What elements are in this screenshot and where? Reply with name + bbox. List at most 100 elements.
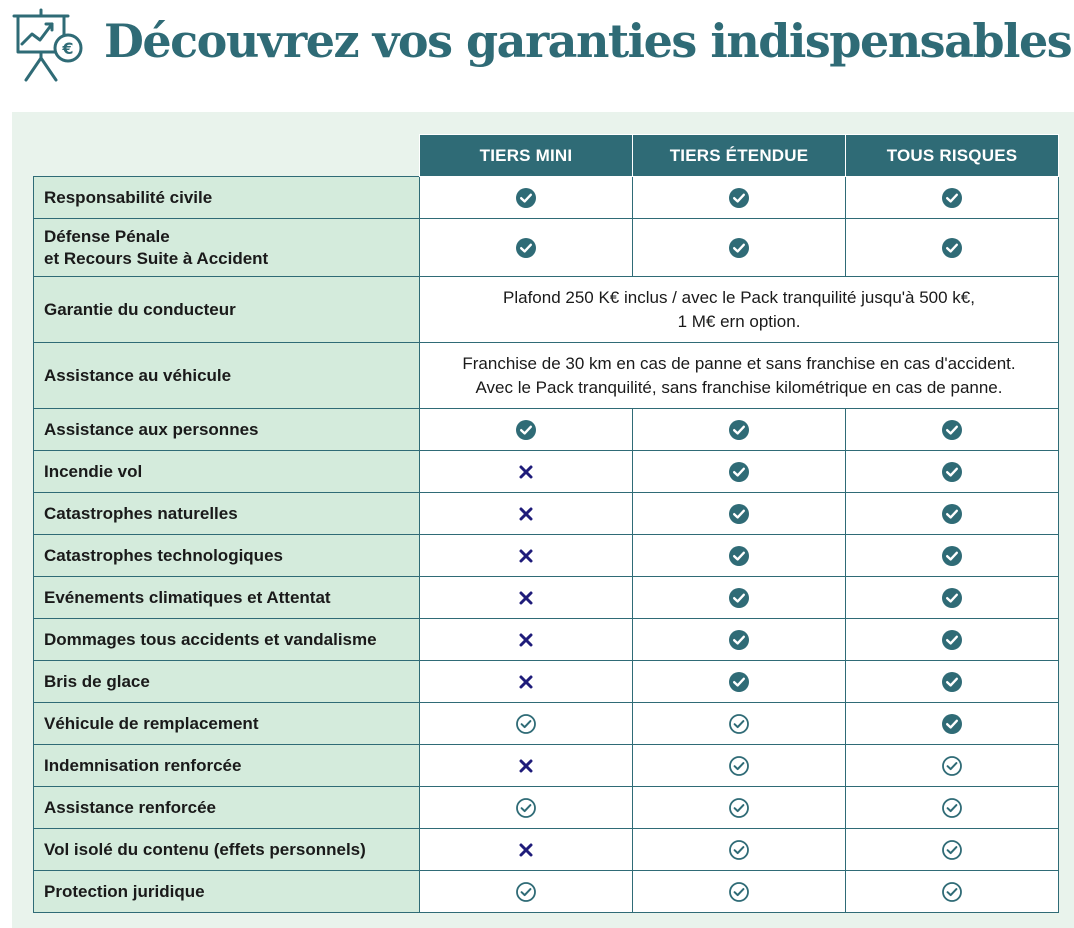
row-label-line: et Recours Suite à Accident — [44, 248, 269, 268]
row-label-line: Assistance renforcée — [44, 797, 216, 817]
check-outline-icon — [728, 797, 750, 819]
check-outline-icon — [941, 839, 963, 861]
cross-icon — [517, 757, 535, 775]
coverage-cell — [845, 534, 1059, 577]
check-filled-icon — [941, 545, 963, 567]
coverage-cell — [419, 870, 633, 913]
table-row: Bris de glace — [33, 660, 1059, 703]
check-filled-icon — [941, 713, 963, 735]
check-outline-icon — [728, 839, 750, 861]
check-filled-icon — [728, 419, 750, 441]
row-label: Evénements climatiques et Attentat — [33, 576, 420, 619]
table-corner — [34, 135, 420, 177]
row-label: Dommages tous accidents et vandalisme — [33, 618, 420, 661]
column-header-tiers-etendue: TIERS ÉTENDUE — [632, 134, 846, 177]
merged-note-cell: Franchise de 30 km en cas de panne et sa… — [419, 342, 1059, 409]
coverage-cell — [632, 870, 846, 913]
row-label-line: Garantie du conducteur — [44, 299, 236, 319]
cross-icon — [517, 505, 535, 523]
table-row: Vol isolé du contenu (effets personnels) — [33, 828, 1059, 871]
check-filled-icon — [941, 671, 963, 693]
table-row: Indemnisation renforcée — [33, 744, 1059, 787]
column-header-tiers-mini: TIERS MINI — [419, 134, 633, 177]
check-outline-icon — [515, 881, 537, 903]
table-row: Assistance au véhicule Franchise de 30 km… — [33, 342, 1059, 409]
coverage-cell — [419, 660, 633, 703]
svg-text:€: € — [61, 39, 73, 58]
table-header-row: TIERS MINI TIERS ÉTENDUE TOUS RISQUES — [34, 134, 1059, 177]
coverage-cell — [632, 218, 846, 277]
check-filled-icon — [515, 419, 537, 441]
check-filled-icon — [941, 419, 963, 441]
page-title: Découvrez vos garanties indispensables — [104, 14, 1073, 68]
row-label-line: Responsabilité civile — [44, 187, 213, 207]
check-filled-icon — [515, 187, 537, 209]
row-label: Garantie du conducteur — [33, 276, 420, 343]
check-outline-icon — [941, 881, 963, 903]
coverage-cell — [845, 618, 1059, 661]
coverage-cell — [419, 828, 633, 871]
coverage-cell — [632, 534, 846, 577]
coverage-cell — [419, 576, 633, 619]
coverage-cell — [845, 450, 1059, 493]
table-row: Véhicule de remplacement — [33, 702, 1059, 745]
check-outline-icon — [728, 881, 750, 903]
cross-icon — [517, 841, 535, 859]
row-label: Catastrophes naturelles — [33, 492, 420, 535]
check-filled-icon — [728, 237, 750, 259]
row-label-line: Dommages tous accidents et vandalisme — [44, 629, 377, 649]
row-label-line: Catastrophes naturelles — [44, 503, 238, 523]
row-label-line: Bris de glace — [44, 671, 150, 691]
row-label-line: Catastrophes technologiques — [44, 545, 283, 565]
coverage-cell — [419, 786, 633, 829]
check-filled-icon — [728, 629, 750, 651]
row-label-line: Indemnisation renforcée — [44, 755, 242, 775]
cross-icon — [517, 673, 535, 691]
coverage-table: TIERS MINI TIERS ÉTENDUE TOUS RISQUES Re… — [33, 134, 1059, 913]
row-label: Protection juridique — [33, 870, 420, 913]
check-outline-icon — [728, 713, 750, 735]
table-row: Assistance renforcée — [33, 786, 1059, 829]
row-label: Assistance renforcée — [33, 786, 420, 829]
coverage-cell — [419, 534, 633, 577]
row-label-line: Défense Pénale — [44, 226, 170, 246]
coverage-cell — [419, 702, 633, 745]
row-label: Indemnisation renforcée — [33, 744, 420, 787]
row-label: Véhicule de remplacement — [33, 702, 420, 745]
coverage-cell — [632, 408, 846, 451]
merged-note-cell: Plafond 250 K€ inclus / avec le Pack tra… — [419, 276, 1059, 343]
coverage-cell — [845, 828, 1059, 871]
check-filled-icon — [941, 187, 963, 209]
cross-icon — [517, 547, 535, 565]
table-row: Défense Pénale et Recours Suite à Acciden… — [33, 218, 1059, 277]
coverage-cell — [419, 618, 633, 661]
coverage-cell — [632, 744, 846, 787]
coverage-cell — [632, 618, 846, 661]
check-filled-icon — [941, 587, 963, 609]
table-row: Garantie du conducteur Plafond 250 K€ inc… — [33, 276, 1059, 343]
check-filled-icon — [728, 671, 750, 693]
check-outline-icon — [515, 713, 537, 735]
coverage-cell — [845, 218, 1059, 277]
row-label: Catastrophes technologiques — [33, 534, 420, 577]
row-label-line: Véhicule de remplacement — [44, 713, 259, 733]
check-outline-icon — [941, 755, 963, 777]
check-filled-icon — [941, 629, 963, 651]
coverage-cell — [632, 702, 846, 745]
check-filled-icon — [941, 461, 963, 483]
coverage-cell — [632, 576, 846, 619]
row-label: Responsabilité civile — [33, 176, 420, 219]
row-label-line: Evénements climatiques et Attentat — [44, 587, 331, 607]
table-row: Catastrophes naturelles — [33, 492, 1059, 535]
check-filled-icon — [728, 545, 750, 567]
coverage-cell — [845, 492, 1059, 535]
row-label-line: Assistance au véhicule — [44, 365, 232, 385]
coverage-cell — [419, 492, 633, 535]
row-label-line: Assistance aux personnes — [44, 419, 259, 439]
row-label: Incendie vol — [33, 450, 420, 493]
coverage-cell — [632, 492, 846, 535]
coverage-cell — [845, 702, 1059, 745]
table-row: Responsabilité civile — [33, 176, 1059, 219]
row-label: Vol isolé du contenu (effets personnels) — [33, 828, 420, 871]
row-label: Bris de glace — [33, 660, 420, 703]
